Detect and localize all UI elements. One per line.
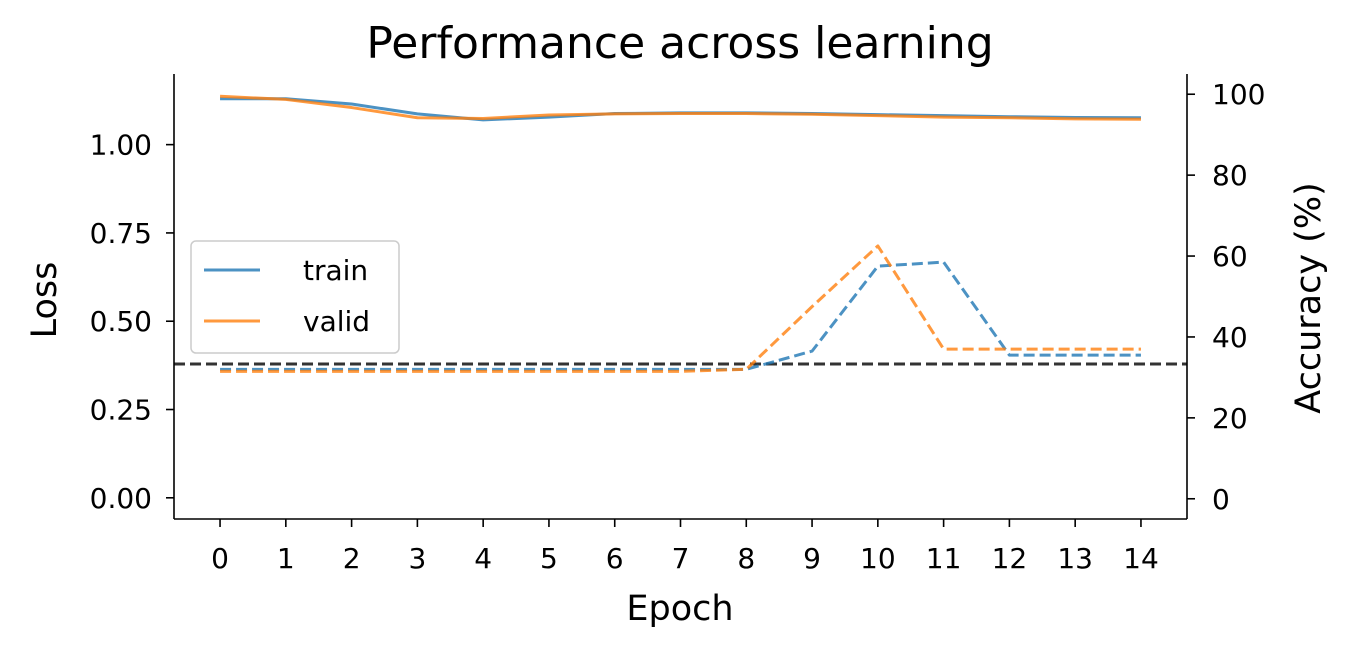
x-tick-label: 2 <box>343 542 361 575</box>
legend-label-valid: valid <box>303 305 370 338</box>
x-tick-label: 12 <box>992 542 1028 575</box>
y2-tick-label: 80 <box>1212 159 1248 192</box>
x-tick-label: 10 <box>860 542 896 575</box>
x-tick-label: 11 <box>926 542 962 575</box>
y2-ticks: 0 20 40 60 80 100 <box>1187 78 1265 516</box>
y2-tick-label: 20 <box>1212 402 1248 435</box>
x-axis-label: Epoch <box>626 589 733 629</box>
x-tick-label: 13 <box>1057 542 1093 575</box>
y2-tick-label: 40 <box>1212 321 1248 354</box>
y2-axis-label: Accuracy (%) <box>1289 182 1329 413</box>
y-tick-label: 0.75 <box>90 217 152 250</box>
y-tick-label: 0.00 <box>90 482 152 515</box>
y-tick-label: 1.00 <box>90 129 152 162</box>
x-tick-label: 8 <box>737 542 755 575</box>
x-tick-label: 9 <box>803 542 821 575</box>
plot-area <box>174 94 1187 373</box>
x-tick-label: 5 <box>540 542 558 575</box>
chart-title: Performance across learning <box>366 18 993 69</box>
series-layer <box>219 94 1141 373</box>
y2-tick-label: 100 <box>1212 78 1265 111</box>
x-tick-label: 7 <box>672 542 690 575</box>
x-tick-label: 6 <box>606 542 624 575</box>
series-line-valid-loss <box>219 94 1141 121</box>
axes: 0 1 2 3 4 5 6 7 8 9 10 11 12 13 14 0.000.250.500.751.0… <box>90 74 1265 575</box>
y-tick-label: 0.50 <box>90 305 152 338</box>
y2-tick-label: 60 <box>1212 240 1248 273</box>
y-axis-label: Loss <box>25 262 65 339</box>
y2-tick-label: 0 <box>1212 483 1230 516</box>
y-tick-label: 0.25 <box>90 394 152 427</box>
x-tick-label: 1 <box>277 542 295 575</box>
x-tick-label: 4 <box>474 542 492 575</box>
x-ticks: 0 1 2 3 4 5 6 7 8 9 10 11 12 13 14 <box>211 519 1159 575</box>
legend: train valid <box>190 240 400 354</box>
x-tick-label: 0 <box>211 542 229 575</box>
series-line-train-accuracy <box>220 260 1141 371</box>
y-ticks: 0.00 0.25 0.50 0.75 1.00 <box>90 129 174 515</box>
series-line-valid-accuracy <box>220 244 1141 373</box>
legend-label-train: train <box>303 254 368 287</box>
x-tick-label: 3 <box>408 542 426 575</box>
x-tick-label: 14 <box>1123 542 1159 575</box>
